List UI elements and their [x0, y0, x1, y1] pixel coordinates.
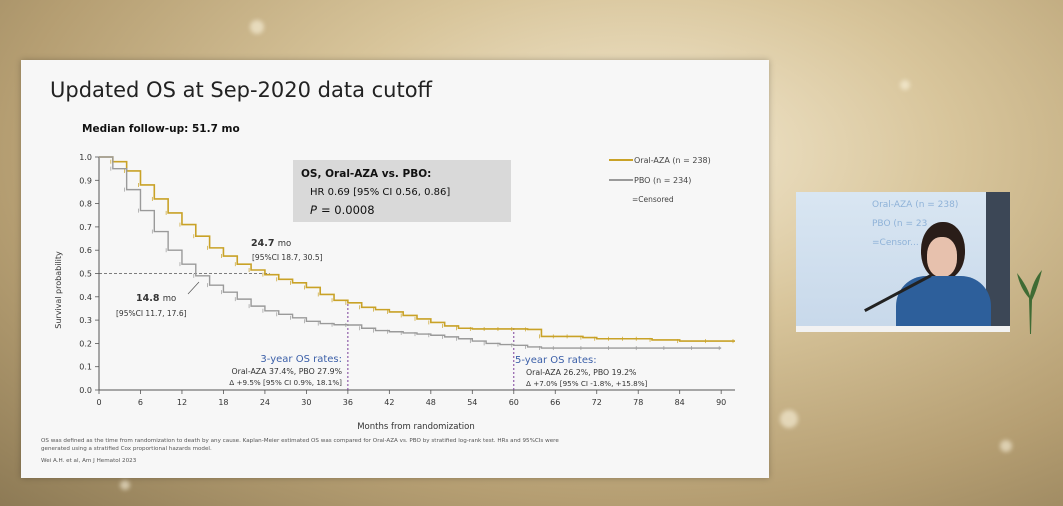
speaker-slide-legend-2: PBO (n = 23 [872, 219, 928, 229]
pbo-median-value: 14.8 mo [136, 293, 176, 304]
pbo-median-ci: [95%CI 11.7, 17.6] [116, 309, 187, 318]
y-tick-label: 0.9 [79, 176, 92, 185]
y-tick-label: 0.2 [79, 339, 92, 348]
legend-pbo-label: PBO (n = 234) [634, 176, 691, 185]
y-tick-label: 0.3 [79, 316, 92, 325]
x-tick-label: 24 [260, 398, 270, 407]
speaker-slide-legend-1: Oral-AZA (n = 238) [872, 200, 959, 210]
y-tick-label: 0.6 [79, 246, 92, 255]
background-bokeh [250, 20, 264, 34]
citation: Wei A.H. et al, Am J Hematol 2023 [41, 458, 137, 464]
x-tick-label: 78 [633, 398, 643, 407]
five-year-title: 5-year OS rates: [515, 355, 597, 366]
x-tick-label: 12 [177, 398, 187, 407]
survival-curves [99, 156, 735, 351]
median-followup-label: Median follow-up: 51.7 mo [82, 123, 240, 135]
plant-icon [1017, 270, 1042, 334]
footnote: OS was defined as the time from randomiz… [41, 437, 741, 453]
three-year-title: 3-year OS rates: [260, 354, 342, 365]
stats-box-p-value: = 0.0008 [321, 203, 375, 217]
x-tick-label: 66 [550, 398, 560, 407]
speaker-video: Oral-AZA (n = 238) PBO (n = 23 =Censor..… [796, 192, 1010, 332]
legend-censored-label: =Censored [632, 195, 674, 204]
x-tick-label: 72 [592, 398, 602, 407]
five-year-line1: Oral-AZA 26.2%, PBO 19.2% [526, 368, 636, 377]
pbo-median-pointer [187, 281, 200, 295]
x-tick-label: 36 [343, 398, 353, 407]
reference-lines [99, 273, 515, 390]
aza-median-ci: [95%CI 18.7, 30.5] [252, 253, 323, 262]
x-tick-label: 54 [467, 398, 477, 407]
background-bokeh [1000, 440, 1012, 452]
y-tick-label: 0.7 [79, 223, 92, 232]
footnote-line-2: generated using a stratified Cox proport… [41, 446, 212, 452]
three-year-line2: Δ +9.5% [95% CI 0.9%, 18.1%] [229, 378, 342, 387]
five-year-line2: Δ +7.0% [95% CI -1.8%, +15.8%] [526, 379, 648, 388]
x-tick-label: 6 [138, 398, 143, 407]
aza-median-value: 24.7 mo [251, 238, 291, 249]
kaplan-meier-chart: 0 6 12 18 24 30 36 42 48 54 60 66 72 78 84 90 0.0 0.1 0.2 0… [54, 153, 735, 432]
x-axis-label: Months from randomization [357, 422, 475, 432]
x-tick-label: 48 [426, 398, 436, 407]
pbo-curve [99, 156, 722, 349]
y-axis-label: Survival probability [54, 251, 63, 329]
presentation-slide: Updated OS at Sep-2020 data cutoff Media… [21, 60, 769, 478]
podium [796, 326, 1010, 332]
background-bokeh [780, 410, 798, 428]
footnote-line-1: OS was defined as the time from randomiz… [41, 438, 559, 444]
y-tick-label: 0.8 [79, 200, 92, 209]
speaker-face [927, 237, 957, 277]
three-year-line1: Oral-AZA 37.4%, PBO 27.9% [232, 367, 342, 376]
stats-box-p-label: P [310, 203, 317, 217]
x-tick-label: 90 [716, 398, 726, 407]
background-bokeh [900, 80, 910, 90]
y-tick-label: 1.0 [79, 153, 92, 162]
stats-box-background [293, 160, 511, 222]
background-bokeh [120, 480, 130, 490]
stats-box-title: OS, Oral-AZA vs. PBO: [301, 168, 431, 180]
speaker-slide-legend-3: =Censor... [872, 238, 919, 248]
x-tick-label: 84 [675, 398, 685, 407]
slide-title: Updated OS at Sep-2020 data cutoff [50, 78, 433, 102]
y-tick-label: 0.4 [79, 293, 92, 302]
x-tick-label: 42 [384, 398, 394, 407]
legend-aza-label: Oral-AZA (n = 238) [634, 156, 711, 165]
y-tick-label: 0.5 [79, 270, 92, 279]
x-tick-label: 60 [509, 398, 519, 407]
chart-axes: 0 6 12 18 24 30 36 42 48 54 60 66 72 78 84 90 0.0 0.1 0.2 0… [79, 153, 735, 407]
y-tick-label: 0.1 [79, 363, 92, 372]
y-tick-label: 0.0 [79, 386, 92, 395]
x-tick-label: 18 [218, 398, 228, 407]
stats-box-hr: HR 0.69 [95% CI 0.56, 0.86] [310, 187, 450, 198]
x-tick-label: 0 [96, 398, 101, 407]
x-tick-label: 30 [301, 398, 311, 407]
oral-aza-curve [99, 156, 735, 342]
